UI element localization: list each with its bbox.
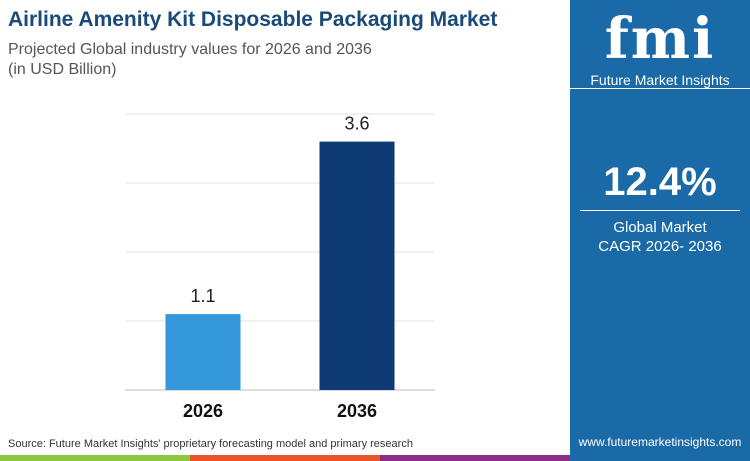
stripe-green xyxy=(0,455,190,461)
brand-name: Future Market Insights xyxy=(590,72,730,88)
unit-text: (in USD Billion) xyxy=(8,61,117,78)
bar-2026 xyxy=(165,314,241,390)
cagr-label-1: Global Market xyxy=(613,219,707,236)
bar-chart: 1.1 2026 3.6 2036 xyxy=(125,113,435,421)
bar-2036 xyxy=(319,141,395,390)
logo-mark: fmi xyxy=(604,6,716,72)
x-tick-label: 2036 xyxy=(337,401,377,421)
stripe-purple xyxy=(380,455,570,461)
data-label: 3.6 xyxy=(344,114,369,134)
stripe-orange xyxy=(190,455,380,461)
source-note: Source: Future Market Insights’ propriet… xyxy=(8,438,413,450)
divider xyxy=(570,88,750,89)
subtitle-text: Projected Global industry values for 202… xyxy=(8,41,372,58)
website-link[interactable]: www.futuremarketinsights.com xyxy=(578,435,742,449)
data-label: 1.1 xyxy=(190,286,215,306)
info-panel: fmi Future Market Insights 12.4% Global … xyxy=(570,0,750,461)
chart-subtitle: Projected Global industry values for 202… xyxy=(8,40,528,80)
cagr-label: Global Market CAGR 2026- 2036 xyxy=(570,218,750,256)
cagr-label-2: CAGR 2026- 2036 xyxy=(598,238,722,255)
cagr-value: 12.4% xyxy=(603,160,717,204)
chart-title: Airline Amenity Kit Disposable Packaging… xyxy=(8,8,498,31)
fmi-logo: fmi Future Market Insights xyxy=(570,10,750,88)
cagr-divider xyxy=(580,210,740,211)
x-tick-label: 2026 xyxy=(183,401,223,421)
